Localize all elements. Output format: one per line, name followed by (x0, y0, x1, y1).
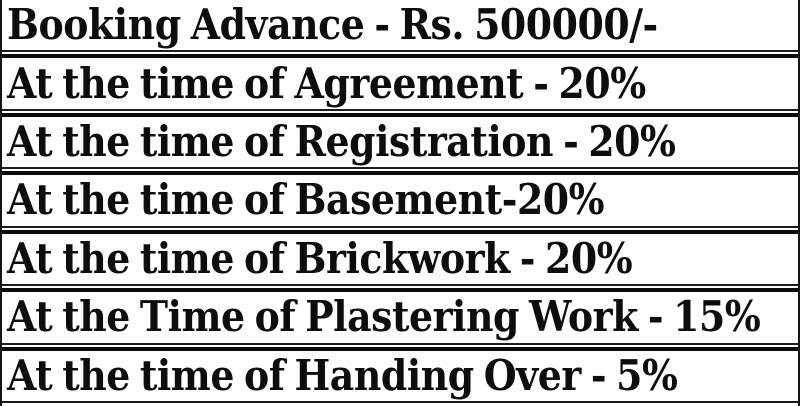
row-label: At the time of Handing Over - 5% (7, 350, 678, 400)
row-divider (2, 167, 798, 176)
divider-thick-rule (2, 171, 798, 176)
bottom-margin (2, 402, 798, 406)
divider-gap (2, 110, 798, 113)
divider-thick-rule (2, 54, 798, 59)
row-label: At the time of Agreement - 20% (7, 58, 646, 108)
divider-thick-rule (2, 112, 798, 117)
row-divider (2, 50, 798, 59)
table-row: At the Time of Plastering Work - 15% (2, 292, 798, 342)
row-divider (2, 108, 798, 117)
row-label: At the time of Basement-20% (7, 175, 605, 225)
divider-thin-rule (2, 50, 798, 53)
table-bottom-rule (2, 400, 798, 403)
row-label: At the time of Registration - 20% (7, 117, 676, 167)
row-divider (2, 342, 798, 351)
divider-thin-rule (2, 225, 798, 228)
row-label: Booking Advance - Rs. 500000/- (7, 0, 658, 50)
row-label: At the time of Brickwork - 20% (7, 233, 633, 283)
row-divider (2, 225, 798, 234)
divider-thick-rule (2, 229, 798, 234)
divider-thick-rule (2, 346, 798, 351)
divider-thin-rule (2, 342, 798, 345)
row-label: At the Time of Plastering Work - 15% (7, 292, 761, 342)
table-row: Booking Advance - Rs. 500000/- (2, 0, 798, 50)
divider-gap (2, 52, 798, 55)
divider-gap (2, 286, 798, 289)
divider-gap (2, 227, 798, 230)
divider-gap (2, 344, 798, 347)
table-row: At the time of Handing Over - 5% (2, 351, 798, 401)
table-row: At the time of Agreement - 20% (2, 58, 798, 108)
table-row: At the time of Registration - 20% (2, 117, 798, 167)
table-row: At the time of Basement-20% (2, 175, 798, 225)
table-row: At the time of Brickwork - 20% (2, 234, 798, 284)
divider-thin-rule (2, 167, 798, 170)
divider-thin-rule (2, 284, 798, 287)
divider-thick-rule (2, 288, 798, 293)
divider-thin-rule (2, 108, 798, 111)
divider-gap (2, 169, 798, 172)
row-divider (2, 284, 798, 293)
